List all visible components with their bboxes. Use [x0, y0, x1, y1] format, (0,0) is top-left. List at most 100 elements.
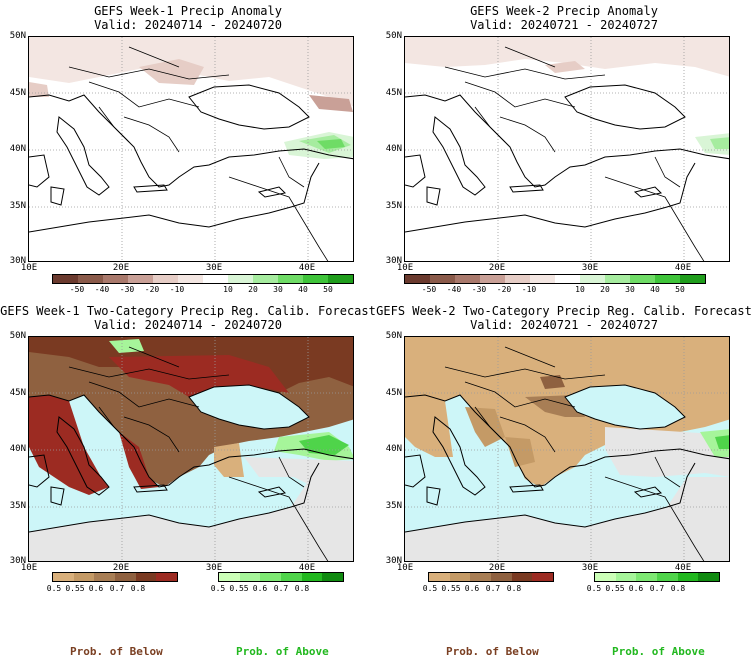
above-colorbar: [218, 572, 344, 582]
lon-label: 40E: [674, 263, 692, 273]
colorbar-label: -40: [446, 285, 462, 294]
colorbar-label: 0.6: [464, 584, 480, 593]
colorbar-label: 20: [248, 285, 258, 294]
panel-week2-anomaly: GEFS Week-2 Precip Anomaly Valid: 202407…: [376, 0, 752, 294]
colorbar-label: 0.7: [649, 584, 665, 593]
coastlines: [405, 84, 729, 233]
country-borders: [444, 46, 705, 261]
colorbar-label: -30: [471, 285, 487, 294]
lat-label: 50N: [385, 31, 402, 41]
colorbar-label: 0.55: [605, 584, 625, 593]
colorbar-label: 0.8: [670, 584, 686, 593]
colorbar-label: 0.8: [130, 584, 146, 593]
colorbar-label: 20: [600, 285, 610, 294]
lat-label: 30N: [385, 256, 402, 266]
colorbar-label: -20: [496, 285, 512, 294]
map-frame: [28, 36, 354, 262]
lon-label: 40E: [674, 563, 692, 573]
lon-label: 20E: [112, 563, 130, 573]
graticule: [405, 337, 729, 561]
panel-title: GEFS Week-1 Two-Category Precip Reg. Cal…: [0, 304, 376, 318]
lat-label: 30N: [9, 556, 26, 566]
anomaly-shading: [405, 37, 729, 155]
panel-week1-anomaly: GEFS Week-1 Precip Anomaly Valid: 202407…: [0, 0, 376, 294]
colorbar-label: 0.8: [506, 584, 522, 593]
coastlines: [29, 384, 353, 533]
colorbar-label: 0.55: [65, 584, 85, 593]
colorbar-label: 0.7: [485, 584, 501, 593]
lat-label: 40N: [385, 144, 402, 154]
country-borders: [68, 46, 329, 261]
lat-label: 35N: [9, 201, 26, 211]
colorbar-label: 0.6: [252, 584, 268, 593]
panel-week2-two-category: GEFS Week-2 Two-Category Precip Reg. Cal…: [376, 300, 752, 600]
colorbar-label: -40: [94, 285, 110, 294]
panel-week1-two-category: GEFS Week-1 Two-Category Precip Reg. Cal…: [0, 300, 376, 600]
lat-label: 30N: [9, 256, 26, 266]
legend-prob-below: Prob. of Below: [446, 645, 539, 658]
coastlines: [29, 84, 353, 233]
colorbar-label: 0.55: [441, 584, 461, 593]
colorbar-label: 10: [575, 285, 585, 294]
colorbar-label: -10: [521, 285, 537, 294]
panel-valid-date: Valid: 20240714 - 20240720: [94, 18, 282, 32]
lat-label: 45N: [385, 388, 402, 398]
above-colorbar: [594, 572, 720, 582]
colorbar-label: 0.5: [46, 584, 62, 593]
map-frame: [404, 336, 730, 562]
colorbar-label: -20: [144, 285, 160, 294]
lat-label: 35N: [385, 201, 402, 211]
graticule: [29, 337, 353, 561]
lon-label: 20E: [488, 263, 506, 273]
coastlines: [405, 384, 729, 533]
colorbar-label: 0.7: [273, 584, 289, 593]
colorbar-label: 0.8: [294, 584, 310, 593]
colorbar-label: -30: [119, 285, 135, 294]
lat-label: 35N: [9, 501, 26, 511]
colorbar-label: 0.5: [210, 584, 226, 593]
country-borders: [444, 346, 705, 561]
lat-label: 45N: [9, 88, 26, 98]
legend-prob-above: Prob. of Above: [612, 645, 705, 658]
colorbar-label: 50: [323, 285, 333, 294]
lon-label: 30E: [205, 563, 223, 573]
lat-label: 40N: [9, 444, 26, 454]
colorbar-label: 0.6: [628, 584, 644, 593]
lat-label: 40N: [385, 444, 402, 454]
lat-label: 35N: [385, 501, 402, 511]
panel-valid-date: Valid: 20240721 - 20240727: [470, 18, 658, 32]
colorbar-label: -50: [421, 285, 437, 294]
colorbar-label: 0.5: [586, 584, 602, 593]
lon-label: 20E: [488, 563, 506, 573]
lon-label: 30E: [205, 263, 223, 273]
lon-label: 30E: [581, 263, 599, 273]
colorbar-label: 50: [675, 285, 685, 294]
panel-valid-date: Valid: 20240714 - 20240720: [94, 318, 282, 332]
map-frame: [404, 36, 730, 262]
colorbar-label: 40: [650, 285, 660, 294]
colorbar-label: 30: [273, 285, 283, 294]
anomaly-colorbar: [52, 274, 354, 284]
colorbar-label: 0.55: [229, 584, 249, 593]
colorbar-label: -50: [69, 285, 85, 294]
panel-valid-date: Valid: 20240721 - 20240727: [470, 318, 658, 332]
lat-label: 30N: [385, 556, 402, 566]
lon-label: 10E: [396, 263, 414, 273]
panel-title: GEFS Week-1 Precip Anomaly: [94, 4, 282, 18]
lat-label: 50N: [385, 331, 402, 341]
colorbar-label: 0.6: [88, 584, 104, 593]
panel-title: GEFS Week-2 Two-Category Precip Reg. Cal…: [376, 304, 752, 318]
anomaly-shading: [29, 37, 353, 159]
panel-title: GEFS Week-2 Precip Anomaly: [470, 4, 658, 18]
colorbar-label: -10: [169, 285, 185, 294]
below-colorbar: [52, 572, 178, 582]
colorbar-label: 0.5: [422, 584, 438, 593]
legend-prob-above: Prob. of Above: [236, 645, 329, 658]
country-borders: [68, 346, 329, 561]
lon-label: 10E: [20, 563, 38, 573]
map-frame: [28, 336, 354, 562]
anomaly-colorbar: [404, 274, 706, 284]
colorbar-label: 10: [223, 285, 233, 294]
colorbar-label: 30: [625, 285, 635, 294]
colorbar-label: 40: [298, 285, 308, 294]
